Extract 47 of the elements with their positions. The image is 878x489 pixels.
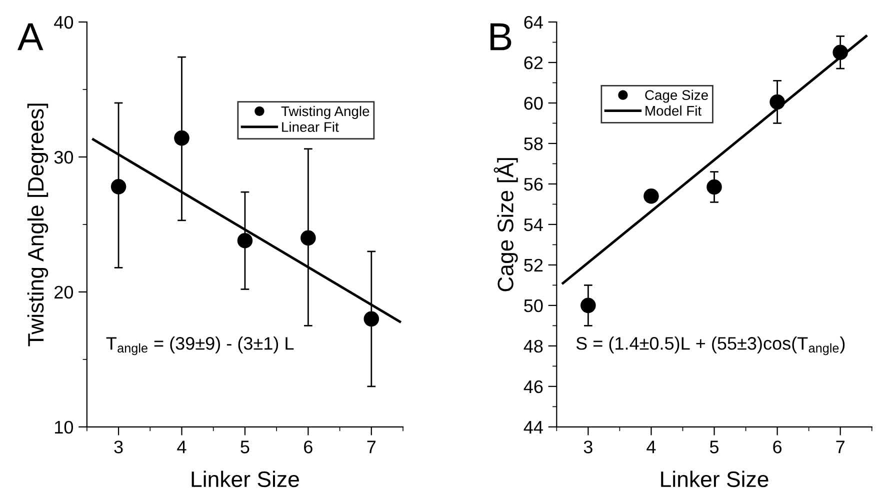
x-tick-label: 5 (710, 440, 719, 454)
y-tick-label: 56 (524, 178, 543, 191)
point (110, 179, 126, 194)
x-tick-label: 3 (584, 440, 592, 454)
point (580, 298, 596, 314)
point (174, 130, 190, 146)
x-tick-label: 3 (114, 440, 123, 454)
y-axis-title: Cage Size [Å] (494, 158, 518, 292)
y-tick-label: 46 (524, 380, 543, 394)
y-tick-label: 60 (524, 96, 543, 110)
legend-label: Cage Size (645, 90, 708, 103)
y-tick-label: 52 (524, 258, 543, 272)
legend-label: Twisting Angle (281, 106, 370, 119)
annotation: S = (1.4±0.5)L + (55±3)cos(T$_{angle}$) (576, 336, 845, 356)
x-tick-label: 4 (177, 440, 186, 454)
y-tick-label: 62 (524, 56, 543, 70)
y-tick-label: 58 (524, 137, 543, 150)
y-tick-label: 30 (54, 150, 74, 164)
y-tick-label: 50 (524, 299, 543, 312)
point (300, 230, 316, 246)
x-tick-label: 7 (836, 440, 844, 454)
y-tick-label: 64 (524, 16, 543, 29)
x-tick-label: 7 (367, 440, 376, 454)
x-tick-label: 6 (773, 440, 782, 454)
x-tick-label: 4 (646, 440, 656, 454)
point (237, 233, 253, 248)
point (832, 44, 848, 60)
x-tick-label: 5 (240, 440, 250, 454)
annotation: T$_{angle}$ = (39±9) - (3±1) L (106, 336, 294, 356)
y-tick-label: 54 (524, 218, 543, 232)
text: B (490, 23, 512, 50)
x-axis-title: Linker Size (192, 470, 299, 488)
x-axis-title: Linker Size (661, 470, 768, 488)
y-tick-label: 10 (55, 420, 74, 434)
x-tick-label: 6 (304, 440, 312, 454)
y-tick-label: 40 (54, 16, 74, 29)
y-axis-title: Twisting Angle [Degrees] (27, 104, 48, 346)
legend-label: Linear Fit (282, 122, 339, 132)
y-tick-label: 20 (54, 286, 74, 299)
legend-label: Model Fit (646, 106, 702, 116)
point (644, 188, 659, 204)
point (706, 179, 722, 195)
point (364, 311, 380, 327)
y-tick-label: 44 (524, 421, 543, 434)
point (770, 94, 785, 110)
text: A (17, 23, 44, 50)
y-tick-label: 48 (524, 340, 543, 353)
